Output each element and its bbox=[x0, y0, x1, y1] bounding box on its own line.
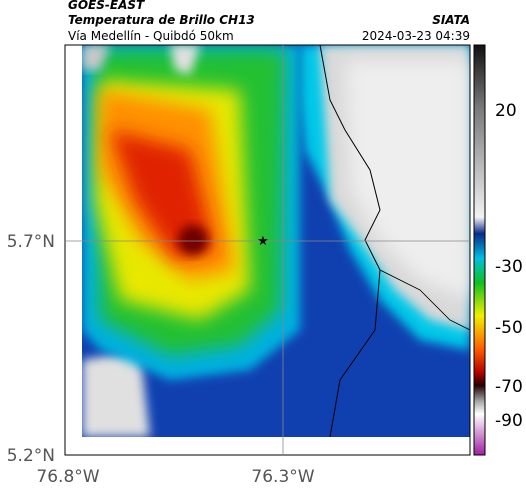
satellite-title: GOES-EAST bbox=[68, 0, 145, 12]
lat-tick-label: 5.2°N bbox=[7, 446, 55, 466]
lon-tick-label: 76.8°W bbox=[36, 467, 99, 487]
colorbar-tick-label: 20 bbox=[495, 101, 517, 121]
product-title: Temperatura de Brillo CH13 bbox=[68, 13, 255, 27]
lat-tick-label: 5.7°N bbox=[7, 232, 55, 252]
route-label: Vía Medellín - Quibdó 50km bbox=[68, 29, 234, 43]
lon-tick-label: 76.3°W bbox=[251, 467, 314, 487]
colorbar-tick-label: -70 bbox=[495, 377, 523, 397]
timestamp: 2024-03-23 04:39 bbox=[362, 29, 470, 43]
colorbar-tick-label: -30 bbox=[495, 257, 523, 277]
colorbar-tick-label: -90 bbox=[495, 411, 523, 431]
satellite-image bbox=[82, 45, 470, 437]
map-frame bbox=[64, 44, 471, 456]
city-marker: ★ bbox=[257, 234, 269, 249]
source-label: SIATA bbox=[432, 13, 470, 27]
colorbar bbox=[473, 44, 486, 456]
colorbar-tick-label: -50 bbox=[495, 318, 523, 338]
